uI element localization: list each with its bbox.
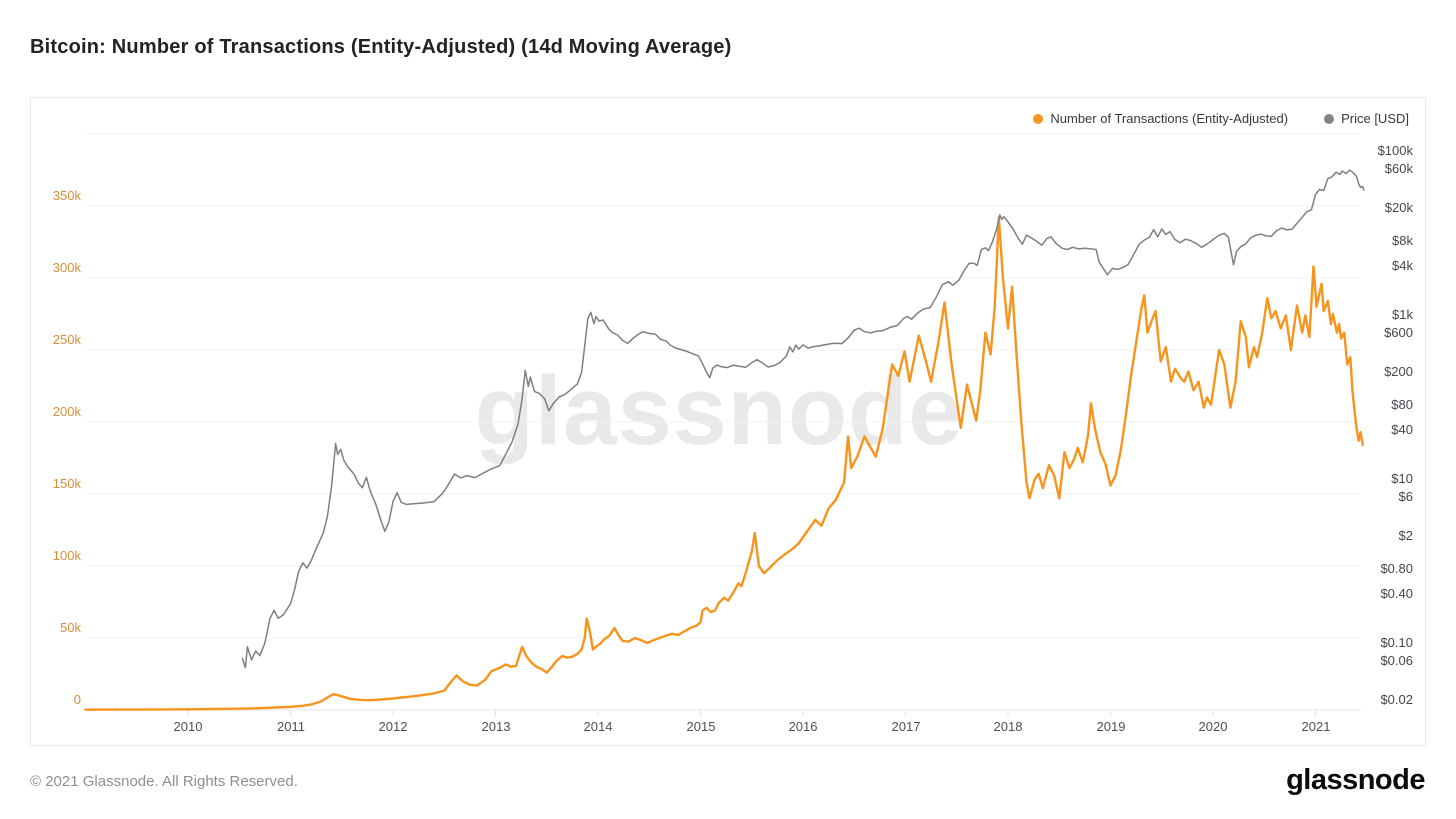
x-axis-tick-label: 2012 — [378, 719, 408, 734]
left-axis-tick-label: 250k — [52, 332, 81, 347]
chart-panel: glassnode 0 50k 100k 150k 200k 250k 300k 350k $… — [30, 97, 1426, 746]
right-axis-tick-label: $0.06 — [1380, 653, 1413, 668]
legend-item-transactions[interactable]: Number of Transactions (Entity-Adjusted) — [1033, 111, 1288, 126]
left-axis-tick-label: 150k — [52, 476, 81, 491]
glassnode-logo: glassnode — [1286, 764, 1425, 796]
x-axis-tick-label: 2014 — [583, 719, 613, 734]
left-axis-tick-label: 200k — [52, 404, 81, 419]
x-axis-tick-label: 2021 — [1301, 719, 1331, 734]
right-axis-tick-label: $20k — [1384, 200, 1413, 215]
x-axis-tick-label: 2018 — [993, 719, 1023, 734]
x-axis-tick-label: 2011 — [277, 719, 305, 734]
right-axis-tick-label: $10 — [1391, 471, 1413, 486]
right-axis-tick-label: $1k — [1392, 307, 1413, 322]
left-axis-tick-label: 100k — [52, 548, 81, 563]
right-axis-tick-label: $60k — [1384, 161, 1413, 176]
right-axis-tick-label: $600 — [1384, 325, 1413, 340]
right-axis-tick-label: $80 — [1391, 397, 1413, 412]
copyright-text: © 2021 Glassnode. All Rights Reserved. — [30, 773, 298, 790]
x-axis-tick-label: 2013 — [481, 719, 511, 734]
right-axis-tick-label: $4k — [1392, 258, 1413, 273]
x-axis-tick-label: 2015 — [686, 719, 716, 734]
right-axis-tick-label: $200 — [1384, 364, 1413, 379]
x-axis-tick-label: 2016 — [788, 719, 818, 734]
legend-label-price: Price [USD] — [1341, 111, 1409, 126]
x-axis-tick-label: 2017 — [891, 719, 921, 734]
right-axis-tick-label: $100k — [1377, 143, 1413, 158]
left-axis-tick-label: 350k — [52, 188, 81, 203]
x-axis-tick-label: 2019 — [1096, 719, 1126, 734]
right-axis-tick-label: $0.80 — [1380, 561, 1413, 576]
right-axis-tick-label: $0.40 — [1380, 586, 1413, 601]
transactions-series-dot-icon — [1033, 113, 1044, 124]
price-series-dot-icon — [1324, 113, 1335, 124]
x-axis-tick-label: 2010 — [173, 719, 203, 734]
right-axis-tick-label: $6 — [1398, 489, 1413, 504]
right-axis-tick-label: $0.10 — [1380, 635, 1413, 650]
legend-item-price[interactable]: Price [USD] — [1324, 111, 1409, 126]
left-axis-tick-label: 50k — [60, 620, 81, 635]
right-axis-tick-label: $40 — [1391, 422, 1413, 437]
chart-legend: Number of Transactions (Entity-Adjusted)… — [1033, 111, 1409, 126]
left-axis-tick-label: 0 — [73, 692, 81, 707]
x-axis-tick-label: 2020 — [1198, 719, 1228, 734]
left-axis-tick-label: 300k — [52, 260, 81, 275]
right-axis-tick-label: $0.02 — [1380, 692, 1413, 707]
page-title: Bitcoin: Number of Transactions (Entity-… — [30, 36, 732, 58]
chart-plot[interactable] — [31, 98, 1427, 747]
legend-label-transactions: Number of Transactions (Entity-Adjusted) — [1050, 111, 1289, 126]
right-axis-tick-label: $2 — [1398, 528, 1413, 543]
right-axis-tick-label: $8k — [1392, 233, 1413, 248]
